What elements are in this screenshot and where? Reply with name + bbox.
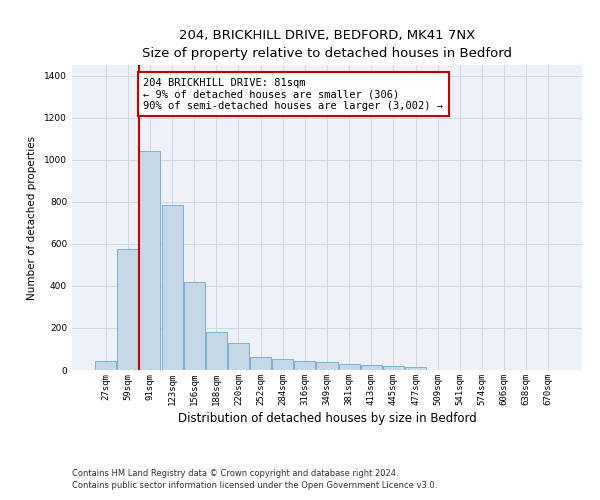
Bar (206, 332, 227, 370)
Bar (361, 364, 382, 370)
Bar (295, 360, 316, 370)
Bar (184, 282, 205, 370)
Bar (405, 368, 426, 370)
Bar (250, 358, 271, 370)
Bar (118, 249, 139, 370)
X-axis label: Distribution of detached houses by size in Bedford: Distribution of detached houses by size … (178, 412, 476, 425)
Bar (272, 360, 293, 370)
Bar (95, 360, 116, 370)
Text: 204 BRICKHILL DRIVE: 81sqm
← 9% of detached houses are smaller (306)
90% of semi: 204 BRICKHILL DRIVE: 81sqm ← 9% of detac… (143, 78, 443, 111)
Bar (228, 342, 249, 370)
Bar (338, 364, 359, 370)
Bar (383, 366, 404, 370)
Bar (161, 205, 182, 370)
Text: Contains HM Land Registry data © Crown copyright and database right 2024.
Contai: Contains HM Land Registry data © Crown c… (72, 469, 437, 490)
Y-axis label: Number of detached properties: Number of detached properties (27, 136, 37, 300)
Bar (139, 151, 160, 370)
Title: 204, BRICKHILL DRIVE, BEDFORD, MK41 7NX
Size of property relative to detached ho: 204, BRICKHILL DRIVE, BEDFORD, MK41 7NX … (142, 28, 512, 60)
Bar (316, 362, 338, 370)
